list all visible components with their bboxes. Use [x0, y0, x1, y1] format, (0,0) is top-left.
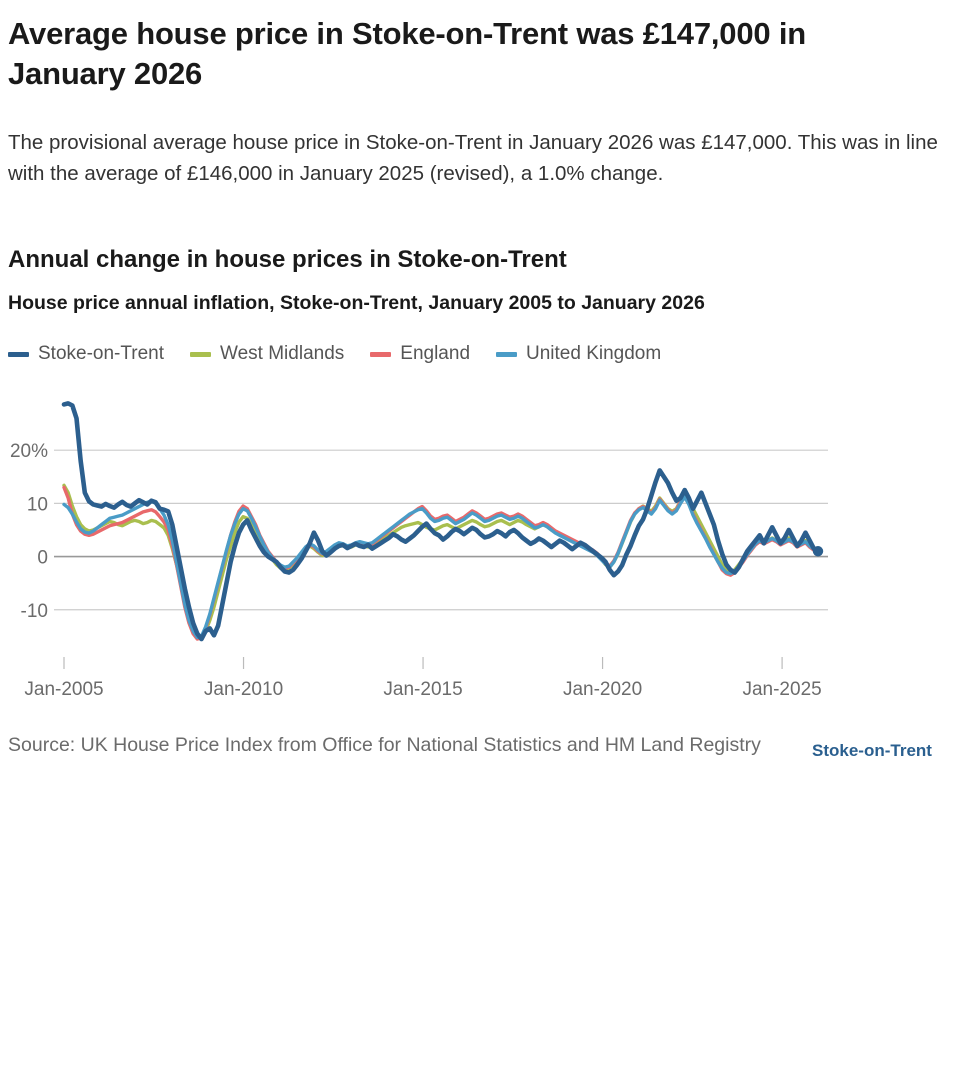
legend-swatch-icon: [190, 351, 212, 357]
intro-paragraph: The provisional average house price in S…: [8, 130, 938, 186]
legend-swatch-icon: [496, 351, 518, 357]
y-axis-tick-label: 10: [27, 495, 48, 516]
legend-item-stoke-on-trent[interactable]: Stoke-on-Trent: [8, 343, 164, 365]
x-axis-tick-label: Jan-2025: [742, 679, 821, 700]
chart-title: Annual change in house prices in Stoke-o…: [8, 246, 567, 274]
legend-label: United Kingdom: [526, 343, 662, 365]
legend-swatch-icon: [8, 351, 29, 357]
series-line-united-kingdom: [62, 495, 820, 640]
x-axis-tick-label: Jan-2015: [383, 679, 462, 700]
page-title: Average house price in Stoke-on-Trent wa…: [8, 16, 806, 92]
legend-swatch-icon: [370, 351, 392, 357]
page-root: Average house price in Stoke-on-Trent wa…: [0, 14, 954, 1068]
legend-label: England: [400, 343, 471, 365]
chart-subtitle: House price annual inflation, Stoke-on-T…: [8, 291, 705, 314]
y-axis-tick-label: 0: [37, 548, 48, 569]
legend-item-united-kingdom[interactable]: United Kingdom: [496, 343, 661, 365]
x-axis-tick-label: Jan-2010: [204, 679, 283, 700]
house-price-inflation-line-chart[interactable]: 20% 10 0 -10 Jan-2005 Jan-2010 Jan-2015 Jan-202…: [8, 389, 948, 709]
series-line-stoke-on-trent: [61, 401, 821, 642]
x-axis-tick-label: Jan-2005: [24, 679, 103, 700]
source-note: Source: UK House Price Index from Office…: [8, 734, 761, 757]
legend-item-england[interactable]: England: [370, 343, 470, 365]
legend-label: West Midlands: [220, 343, 345, 365]
chart-legend: Stoke-on-Trent West Midlands England Uni…: [8, 343, 946, 365]
y-axis-tick-label: -10: [21, 601, 48, 622]
legend-label: Stoke-on-Trent: [38, 343, 165, 365]
x-axis-tick-label: Jan-2020: [563, 679, 642, 700]
series-annotation-stoke-on-trent: Stoke-on-Trent: [812, 741, 932, 760]
chart-area[interactable]: 20% 10 0 -10 Jan-2005 Jan-2010 Jan-2015 Jan-202…: [8, 389, 948, 709]
legend-item-west-midlands[interactable]: West Midlands: [190, 343, 344, 365]
y-axis-tick-label: 20%: [10, 441, 48, 462]
series-end-marker: [812, 546, 824, 557]
